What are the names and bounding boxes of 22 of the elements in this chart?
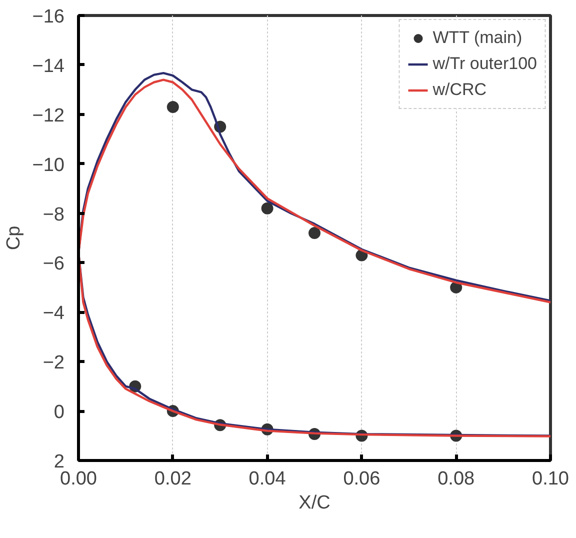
point — [261, 202, 274, 214]
y-axis-title: Cp — [3, 226, 24, 250]
y-tick-label: −10 — [32, 154, 65, 176]
y-tick-label: −14 — [32, 56, 65, 77]
y-tick-label: 0 — [54, 402, 65, 424]
legend-label: WTT (main) — [432, 28, 522, 48]
x-tick-label: 0.06 — [343, 468, 380, 490]
y-tick-label: −2 — [42, 352, 65, 374]
y-tick-label: −12 — [32, 105, 65, 126]
point — [166, 100, 179, 113]
y-tick-label: −8 — [42, 204, 65, 226]
legend-label: w/CRC — [432, 80, 487, 100]
y-tick-label: −16 — [32, 6, 65, 28]
x-tick-label: 0.08 — [438, 468, 475, 490]
point — [308, 227, 320, 240]
x-axis-title: X/C — [298, 492, 330, 514]
x-tick-label: 0.02 — [154, 468, 192, 490]
x-tick-label: 0.10 — [532, 468, 569, 490]
y-tick-label: −4 — [42, 303, 65, 324]
y-tick-label: −6 — [42, 254, 65, 275]
legend-label: w/Tr outer100 — [432, 54, 537, 74]
x-tick-label: 0.04 — [248, 468, 286, 490]
